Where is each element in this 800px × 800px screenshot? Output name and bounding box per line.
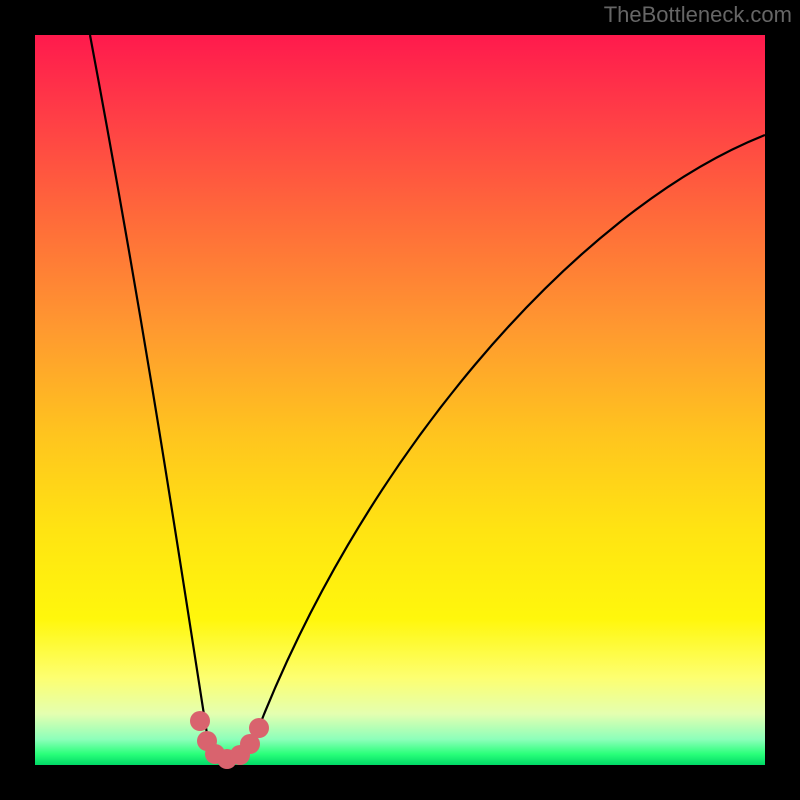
- plot-area: [35, 35, 765, 765]
- chart-svg: [35, 35, 765, 765]
- gradient-background: [35, 35, 765, 765]
- watermark-text: TheBottleneck.com: [604, 2, 792, 28]
